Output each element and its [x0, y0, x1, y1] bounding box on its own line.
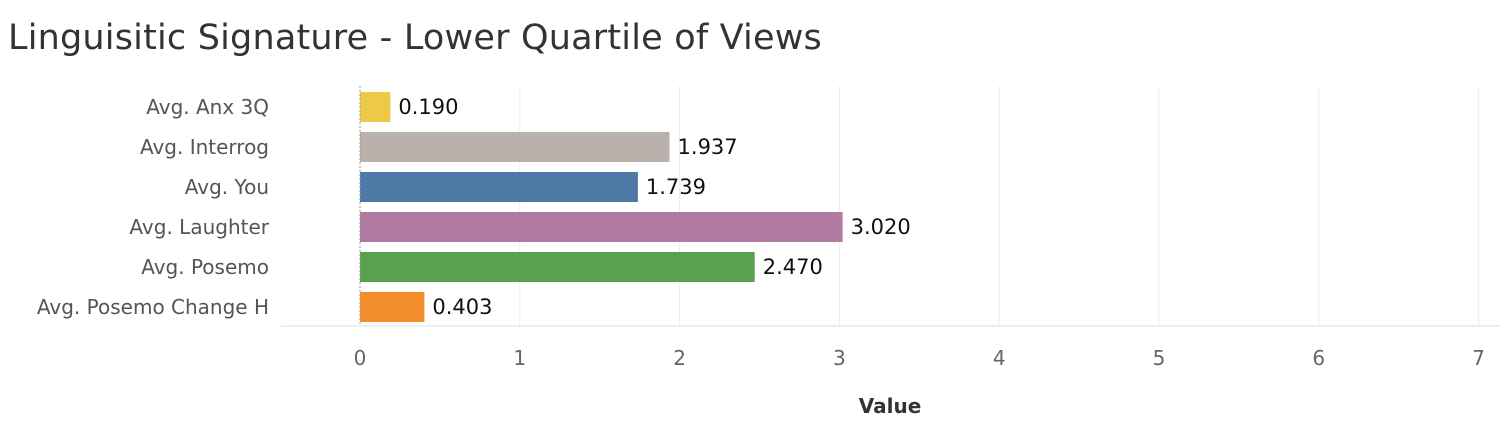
- x-tick-label: 0: [354, 346, 367, 370]
- category-label: Avg. Anx 3Q: [146, 95, 269, 119]
- x-tick-label: 2: [673, 346, 686, 370]
- data-label: 0.190: [398, 95, 458, 119]
- data-label: 0.403: [432, 295, 492, 319]
- bar-avg-posemo[interactable]: [360, 252, 755, 282]
- data-label: 3.020: [851, 215, 911, 239]
- category-label: Avg. Laughter: [129, 215, 269, 239]
- bar-avg-you[interactable]: [360, 172, 638, 202]
- bar-avg-laughter[interactable]: [360, 212, 843, 242]
- x-tick-label: 4: [993, 346, 1006, 370]
- category-label: Avg. You: [185, 175, 269, 199]
- data-label: 1.937: [678, 135, 738, 159]
- category-label: Avg. Posemo: [141, 255, 269, 279]
- bar-avg-posemo-change-h[interactable]: [360, 292, 425, 322]
- x-tick-label: 6: [1312, 346, 1325, 370]
- x-tick-label: 7: [1472, 346, 1485, 370]
- category-label: Avg. Posemo Change H: [37, 295, 269, 319]
- x-tick-label: 5: [1153, 346, 1166, 370]
- bar-avg-anx-3q[interactable]: [360, 92, 391, 122]
- data-label: 2.470: [763, 255, 823, 279]
- data-label: 1.739: [646, 175, 706, 199]
- x-tick-label: 1: [513, 346, 526, 370]
- category-label: Avg. Interrog: [140, 135, 269, 159]
- x-tick-label: 3: [833, 346, 846, 370]
- x-axis-title: Value: [859, 394, 922, 418]
- chart-title: Linguisitic Signature - Lower Quartile o…: [8, 18, 822, 58]
- bar-avg-interrog[interactable]: [360, 132, 670, 162]
